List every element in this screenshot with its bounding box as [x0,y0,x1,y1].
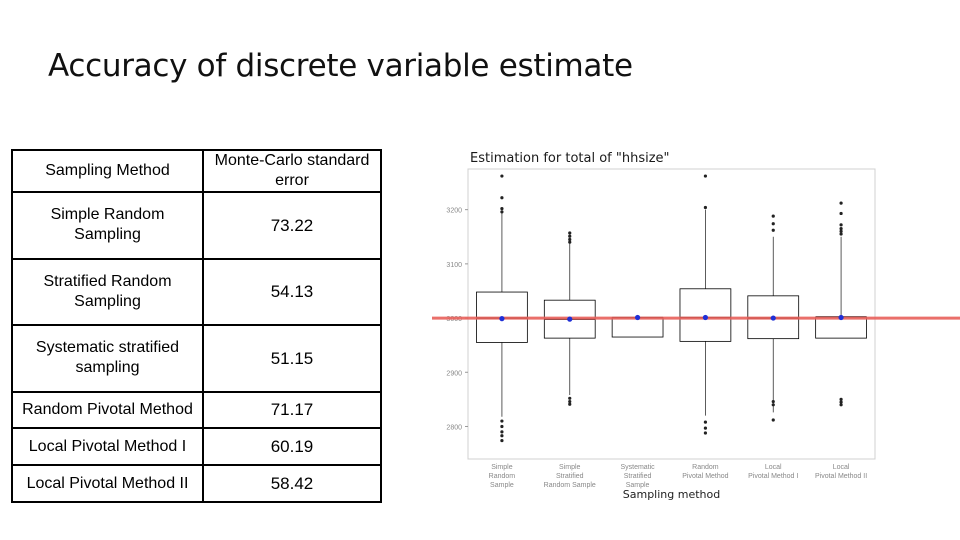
x-tick-label-line: Sample [626,482,650,489]
boxplot-chart: 2800 2900 3000 3100 3200 Simple Random Sample Si… [432,148,960,504]
x-tick-label-line: Sample [490,482,514,489]
table-cell-value: 58.42 [202,464,382,503]
box-iqr [815,316,867,339]
x-tick-label-line: Random [489,473,516,480]
table-cell-method: Local Pivotal Method II [11,464,204,503]
outlier-point [500,174,504,178]
outlier-point [771,222,775,226]
x-tick-label: Simple Random Sample [489,464,516,489]
box-iqr [679,288,732,342]
x-tick-label-line: Systematic [620,464,655,471]
table-cell-method: Random Pivotal Method [11,390,204,430]
table-cell-value: 51.15 [202,324,382,393]
outlier-point [703,420,708,424]
x-tick-label: Simple Stratified Random Sample [544,464,596,489]
x-tick-label-line: Local [833,464,850,471]
box-iqr [611,317,664,338]
table-cell-value: 71.17 [202,390,382,430]
outlier-point [500,196,504,200]
x-tick-label-line: Pivotal Method I [748,473,798,480]
x-tick-label-line: Pivotal Method II [815,473,867,480]
x-axis-label: Sampling method [623,488,720,501]
mean-point [838,314,844,321]
outlier-point [839,232,843,236]
x-tick-label-line: Pivotal Method [682,473,728,480]
outlier-point [568,231,572,235]
outlier-point [500,434,504,438]
outlier-point [568,240,572,244]
outlier-point [839,403,843,407]
x-tick-label: Local Pivotal Method I [748,464,798,480]
x-tick-label-line: Random [692,464,719,471]
outlier-point [500,430,504,434]
table-header-row: Sampling Method Monte-Carlo standard err… [11,149,382,193]
x-tick-label: Local Pivotal Method II [815,464,867,480]
x-tick-label-line: Local [765,464,782,471]
table-row: Simple Random Sampling 73.22 [11,191,382,260]
outlier-point [568,402,572,406]
mean-point [702,314,709,321]
outlier-point [500,438,504,443]
outlier-point [500,419,504,423]
outlier-point [839,201,843,205]
slide-title: Accuracy of discrete variable estimate [48,48,633,84]
y-tick-label: 2900 [446,370,462,377]
table-cell-value: 60.19 [202,427,382,467]
table-cell-value: 73.22 [202,191,382,260]
outlier-point [568,399,572,404]
table-row: Local Pivotal Method I 60.19 [11,427,382,467]
outlier-point [703,205,708,210]
x-tick-label-line: Simple [491,464,513,471]
y-tick-label: 3000 [446,316,462,323]
mean-point [770,315,776,321]
x-tick-label-line: Random Sample [544,482,596,489]
outlier-point [500,206,504,211]
x-tick-label: Random Pivotal Method [682,464,728,480]
mean-point [634,314,641,321]
plot-panel [467,168,876,460]
y-tick-label: 2800 [446,424,462,431]
outlier-point [839,227,843,231]
mean-point [499,316,505,322]
table-row: Stratified Random Sampling 54.13 [11,257,382,326]
outlier-point [839,211,843,216]
table-cell-value: 54.13 [202,257,382,326]
outlier-point [568,234,572,238]
table-row: Local Pivotal Method II 58.42 [11,464,382,503]
x-tick-label-line: Simple [559,464,581,471]
chart-title: Estimation for total of "hhsize" [470,151,670,166]
mean-point [567,316,573,322]
column-header-sampling-method: Sampling Method [11,149,204,193]
x-tick-label-line: Stratified [556,473,584,480]
outlier-point [703,174,708,178]
x-tick-label: Systematic Stratified Sample [620,464,655,489]
table-cell-method: Local Pivotal Method I [11,427,204,467]
outlier-point [839,400,843,404]
y-tick-label: 3100 [446,262,462,269]
outlier-point [500,210,504,214]
outlier-point [771,399,775,404]
outlier-point [568,396,572,400]
outlier-point [703,431,708,435]
x-tick-label-line: Stratified [624,473,652,480]
outlier-point [771,403,775,407]
outlier-point [771,418,775,422]
column-header-standard-error: Monte-Carlo standard error [202,149,382,193]
outlier-point [839,397,843,401]
outlier-point [500,424,504,429]
outlier-point [771,214,775,218]
table-cell-method: Stratified Random Sampling [11,257,204,326]
outlier-point [568,237,572,242]
outlier-point [703,426,708,430]
outlier-point [839,229,843,233]
table-cell-method: Simple Random Sampling [11,191,204,260]
table-cell-method: Systematic stratified sampling [11,324,204,393]
standard-error-table: Sampling Method Monte-Carlo standard err… [11,149,382,503]
table-row: Random Pivotal Method 71.17 [11,390,382,430]
outlier-point [839,223,843,227]
y-tick-label: 3200 [446,208,462,215]
outlier-point [771,228,775,232]
table-row: Systematic stratified sampling 51.15 [11,324,382,393]
